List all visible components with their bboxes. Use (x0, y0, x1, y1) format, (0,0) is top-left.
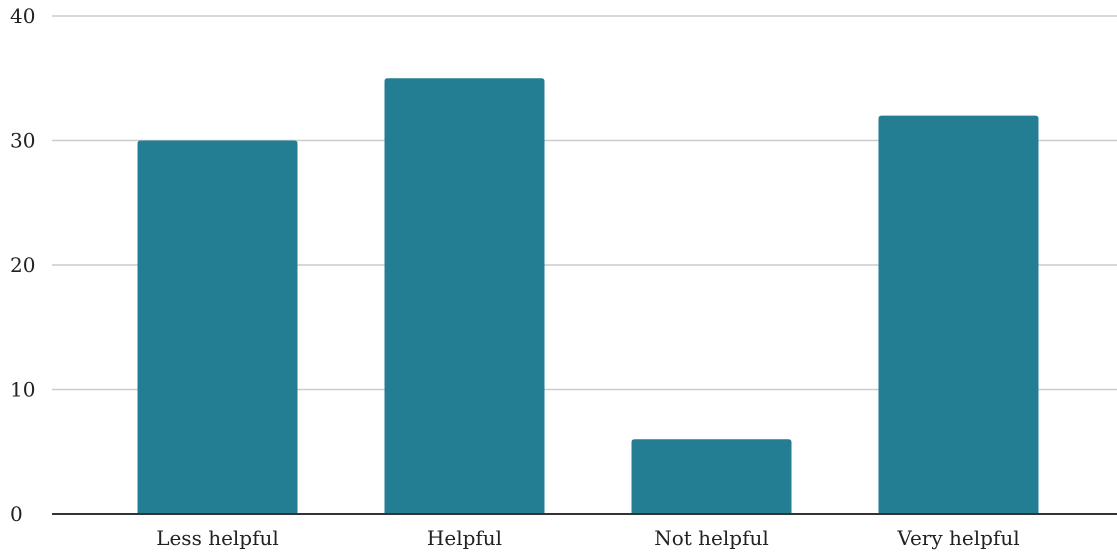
y-tick-label: 20 (10, 253, 35, 277)
x-tick-label: Helpful (427, 526, 502, 550)
x-tick-label: Less helpful (156, 526, 279, 550)
bar-helpful (384, 78, 545, 514)
bars (137, 78, 1039, 514)
y-tick-label: 10 (10, 378, 35, 402)
x-tick-label: Not helpful (654, 526, 769, 550)
y-tick-label: 30 (10, 129, 35, 153)
bar-less-helpful (137, 140, 298, 514)
x-tick-labels: Less helpful Helpful Not helpful Very helpf… (156, 526, 1019, 550)
x-tick-label: Very helpful (896, 526, 1019, 550)
y-tick-labels: 0 10 20 30 40 (10, 4, 35, 526)
bar-very-helpful (878, 115, 1039, 514)
y-tick-label: 0 (10, 502, 23, 526)
y-tick-label: 40 (10, 4, 35, 28)
bar-not-helpful (631, 439, 792, 514)
